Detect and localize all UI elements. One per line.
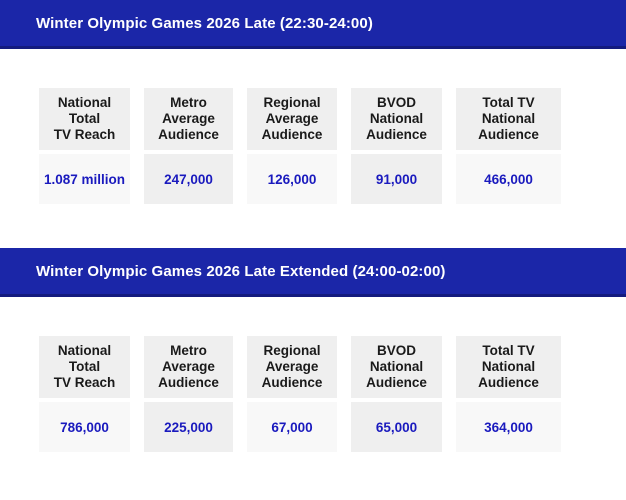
column-header-metro-average-audience: Metro Average Audience <box>144 336 233 398</box>
value-total-tv-national-audience: 466,000 <box>456 154 561 204</box>
value-total-tv-national-audience: 364,000 <box>456 402 561 452</box>
section-1-title: Winter Olympic Games 2026 Late (22:30-24… <box>36 14 373 32</box>
column-header-metro-average-audience: Metro Average Audience <box>144 88 233 150</box>
table-value-row: 786,000 225,000 67,000 65,000 364,000 <box>39 402 561 452</box>
table-value-row: 1.087 million 247,000 126,000 91,000 466… <box>39 154 561 204</box>
section-1-title-bar: Winter Olympic Games 2026 Late (22:30-24… <box>0 0 626 49</box>
column-header-national-total-tv-reach: National Total TV Reach <box>39 336 130 398</box>
value-metro-average-audience: 247,000 <box>144 154 233 204</box>
value-national-total-tv-reach: 1.087 million <box>39 154 130 204</box>
table-header-row: National Total TV Reach Metro Average Au… <box>39 88 561 150</box>
column-header-regional-average-audience: Regional Average Audience <box>247 336 337 398</box>
value-regional-average-audience: 126,000 <box>247 154 337 204</box>
value-bvod-national-audience: 65,000 <box>351 402 442 452</box>
column-header-bvod-national-audience: BVOD National Audience <box>351 336 442 398</box>
value-bvod-national-audience: 91,000 <box>351 154 442 204</box>
table-header-row: National Total TV Reach Metro Average Au… <box>39 336 561 398</box>
section-2-title: Winter Olympic Games 2026 Late Extended … <box>36 262 446 280</box>
value-metro-average-audience: 225,000 <box>144 402 233 452</box>
column-header-total-tv-national-audience: Total TV National Audience <box>456 88 561 150</box>
section-2-title-bar: Winter Olympic Games 2026 Late Extended … <box>0 248 626 297</box>
column-header-bvod-national-audience: BVOD National Audience <box>351 88 442 150</box>
section-1-audience-table: National Total TV Reach Metro Average Au… <box>25 84 575 208</box>
value-regional-average-audience: 67,000 <box>247 402 337 452</box>
section-2-audience-table: National Total TV Reach Metro Average Au… <box>25 332 575 456</box>
value-national-total-tv-reach: 786,000 <box>39 402 130 452</box>
column-header-national-total-tv-reach: National Total TV Reach <box>39 88 130 150</box>
column-header-regional-average-audience: Regional Average Audience <box>247 88 337 150</box>
column-header-total-tv-national-audience: Total TV National Audience <box>456 336 561 398</box>
